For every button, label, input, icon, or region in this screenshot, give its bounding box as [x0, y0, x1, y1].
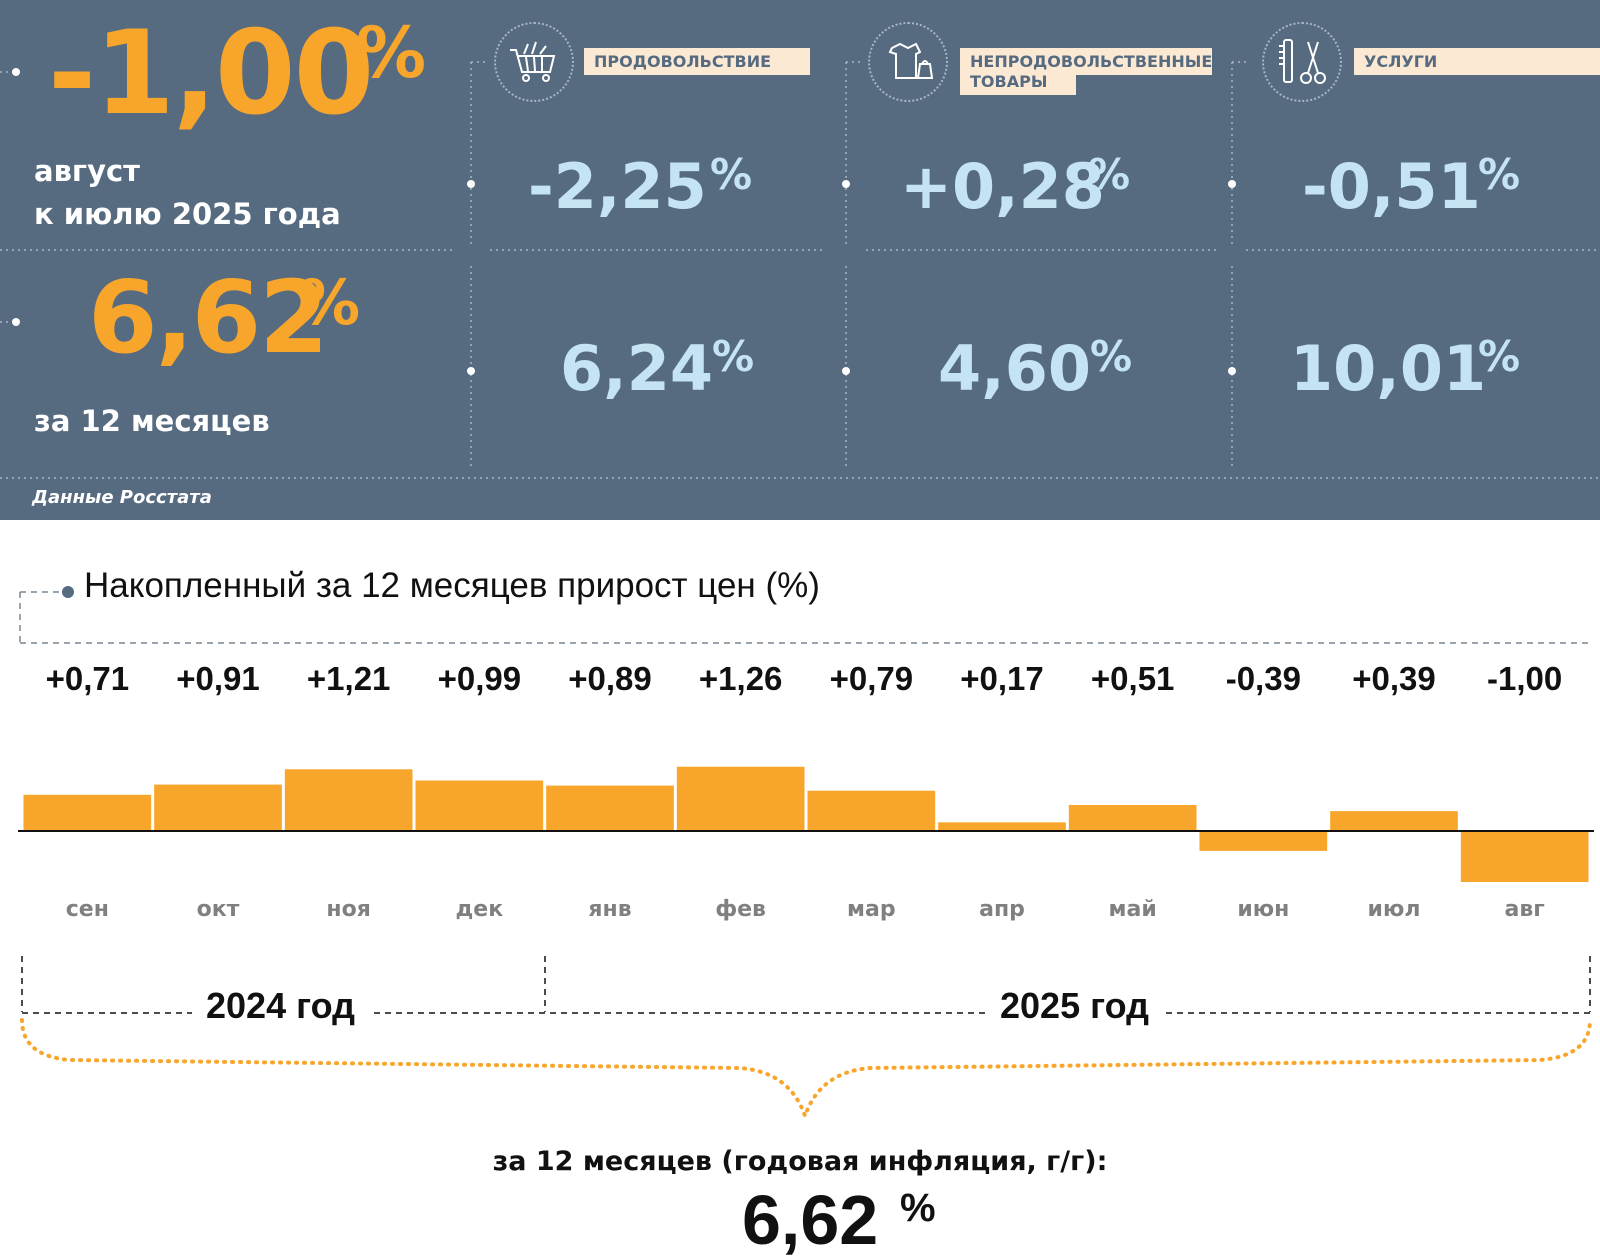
- month-label-июл: июл: [1367, 897, 1421, 922]
- value-label-янв: +0,89: [568, 660, 652, 697]
- category-label-food: ПРОДОВОЛЬСТВИЕ: [584, 48, 810, 75]
- connector-dot: [1228, 367, 1236, 375]
- bar-сен: [23, 794, 152, 831]
- annual-pct-sign: %: [298, 266, 361, 339]
- month-label-авг: авг: [1504, 897, 1545, 922]
- services-icon-circle: [1262, 22, 1342, 102]
- value-label-окт: +0,91: [176, 660, 260, 697]
- bar-фев: [676, 766, 805, 831]
- annual-inflation-pct: %: [900, 1186, 936, 1230]
- month-label-дек: дек: [455, 897, 504, 922]
- connector-dot: [12, 318, 20, 326]
- value-label-авг: -1,00: [1487, 660, 1563, 697]
- bar-июн: [1199, 831, 1328, 851]
- food-monthly-pct: %: [710, 150, 753, 199]
- services-annual-value: 10,01: [1290, 332, 1487, 405]
- connector-dot: [467, 367, 475, 375]
- month-label-янв: янв: [588, 897, 632, 922]
- bar-chart: [18, 766, 1594, 882]
- month-label-мар: мар: [847, 897, 896, 922]
- value-label-дек: +0,99: [437, 660, 522, 697]
- food-icon-circle: [494, 22, 574, 102]
- shopping-cart-icon: [510, 41, 556, 82]
- chart-title: Накопленный за 12 месяцев прирост цен (%…: [84, 566, 820, 605]
- connector-dot: [467, 180, 475, 188]
- category-name-line2: ТОВАРЫ: [970, 72, 1048, 91]
- month-label-ноя: ноя: [326, 897, 371, 922]
- value-label-мар: +0,79: [829, 660, 914, 697]
- category-label-services: УСЛУГИ: [1354, 48, 1600, 75]
- monthly-inflation-value: -1,00: [48, 6, 374, 141]
- food-monthly-value: -2,25: [528, 150, 707, 223]
- bar-июл: [1330, 811, 1458, 831]
- panel-grid: [0, 61, 1600, 479]
- clothing-icon: [888, 42, 934, 79]
- value-label-ноя: +1,21: [306, 660, 391, 697]
- bar-ноя: [284, 769, 413, 831]
- chart-decorations: [19, 586, 1592, 1123]
- nonfood-monthly-pct: %: [1088, 150, 1131, 199]
- bar-мар: [807, 790, 936, 831]
- value-label-июл: +0,39: [1352, 660, 1436, 697]
- bar-апр: [938, 822, 1066, 831]
- month-label-фев: фев: [715, 897, 766, 922]
- annual-inflation-total: 6,62: [742, 1181, 879, 1259]
- nonfood-monthly-value: +0,28: [900, 150, 1105, 223]
- value-label-апр: +0,17: [960, 660, 1044, 697]
- month-label-окт: окт: [196, 897, 240, 922]
- monthly-label-period: к июлю 2025 года: [34, 197, 341, 231]
- month-label-май: май: [1108, 897, 1157, 922]
- nonfood-annual-value: 4,60: [938, 332, 1091, 405]
- bar-дек: [415, 780, 544, 831]
- category-name: УСЛУГИ: [1364, 52, 1438, 71]
- year-label-2024: 2024 год: [192, 985, 369, 1027]
- annual-inflation-caption: за 12 месяцев (годовая инфляция, г/г):: [492, 1146, 1108, 1177]
- services-annual-pct: %: [1478, 332, 1521, 381]
- value-label-сен: +0,71: [45, 660, 130, 697]
- connector-dot: [842, 367, 850, 375]
- category-label-nonfood: НЕПРОДОВОЛЬСТВЕННЫЕ: [960, 48, 1212, 75]
- year-label-2025: 2025 год: [986, 985, 1163, 1027]
- annual-label: за 12 месяцев: [34, 404, 270, 438]
- services-monthly-pct: %: [1478, 150, 1521, 199]
- category-name: НЕПРОДОВОЛЬСТВЕННЫЕ: [970, 52, 1213, 71]
- category-name: ПРОДОВОЛЬСТВИЕ: [594, 52, 772, 71]
- bar-янв: [546, 785, 674, 831]
- connector-dot: [1228, 180, 1236, 188]
- value-label-июн: -0,39: [1225, 660, 1301, 697]
- month-label-апр: апр: [979, 897, 1025, 922]
- bar-окт: [154, 784, 282, 831]
- value-label-май: +0,51: [1090, 660, 1175, 697]
- monthly-pct-sign: %: [356, 12, 427, 94]
- stats-panel: -1,00 % август к июлю 2025 года 6,62 % з…: [0, 0, 1600, 520]
- nonfood-annual-pct: %: [1090, 332, 1133, 381]
- services-monthly-value: -0,51: [1302, 150, 1481, 223]
- nonfood-icon-circle: [868, 22, 948, 102]
- category-label-nonfood-line2: ТОВАРЫ: [960, 72, 1076, 95]
- month-label-сен: сен: [65, 897, 109, 922]
- connector-dot: [842, 180, 850, 188]
- bar-авг: [1460, 831, 1589, 882]
- food-annual-value: 6,24: [560, 332, 713, 405]
- connector-dot: [12, 68, 20, 76]
- annual-inflation-value: 6,62: [88, 259, 329, 376]
- scissors-comb-icon: [1279, 39, 1326, 84]
- month-label-июн: июн: [1237, 897, 1290, 922]
- source-note: Данные Росстата: [32, 487, 212, 508]
- monthly-label-month: август: [34, 154, 140, 188]
- food-annual-pct: %: [712, 332, 755, 381]
- bar-май: [1068, 804, 1197, 831]
- value-label-фев: +1,26: [698, 660, 783, 697]
